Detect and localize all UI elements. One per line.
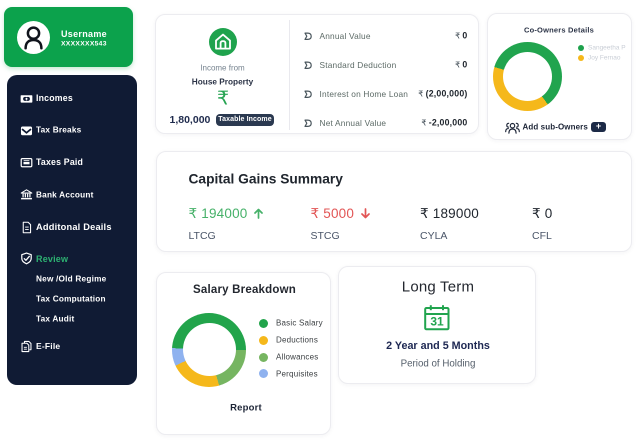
svg-text:31: 31: [430, 314, 444, 328]
